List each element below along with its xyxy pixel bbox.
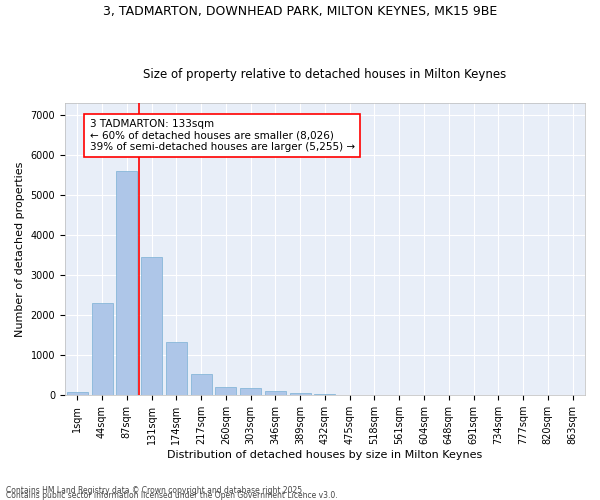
Bar [240,388,261,395]
X-axis label: Distribution of detached houses by size in Milton Keynes: Distribution of detached houses by size … [167,450,482,460]
Text: Contains HM Land Registry data © Crown copyright and database right 2025.: Contains HM Land Registry data © Crown c… [6,486,305,495]
Bar [141,257,162,395]
Bar [191,374,212,395]
Y-axis label: Number of detached properties: Number of detached properties [15,162,25,337]
Bar [166,342,187,395]
Bar [116,171,137,395]
Bar [215,386,236,395]
Bar [265,392,286,395]
Bar [314,394,335,395]
Bar [67,392,88,395]
Title: Size of property relative to detached houses in Milton Keynes: Size of property relative to detached ho… [143,68,506,81]
Bar [92,303,113,395]
Bar [290,393,311,395]
Text: 3, TADMARTON, DOWNHEAD PARK, MILTON KEYNES, MK15 9BE: 3, TADMARTON, DOWNHEAD PARK, MILTON KEYN… [103,5,497,18]
Text: 3 TADMARTON: 133sqm
← 60% of detached houses are smaller (8,026)
39% of semi-det: 3 TADMARTON: 133sqm ← 60% of detached ho… [89,119,355,152]
Text: Contains public sector information licensed under the Open Government Licence v3: Contains public sector information licen… [6,491,338,500]
